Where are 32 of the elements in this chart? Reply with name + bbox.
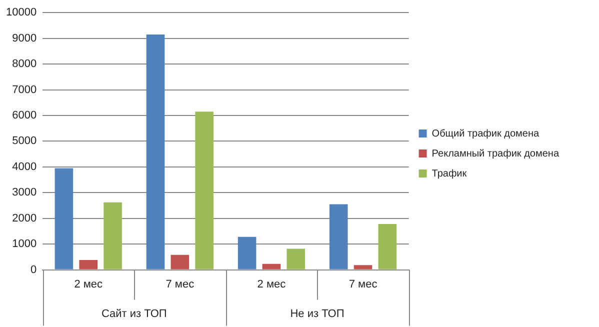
y-tick-label: 1000 <box>12 238 37 250</box>
y-tick-label: 3000 <box>12 186 37 199</box>
y-tick-label: 8000 <box>12 58 37 70</box>
y-tick-label: 9000 <box>12 32 37 44</box>
bar <box>170 254 190 270</box>
y-tick-label: 6000 <box>12 110 37 122</box>
y-tick-label: 10000 <box>6 6 37 19</box>
bar <box>54 168 74 270</box>
legend-label: Общий трафик домена <box>432 128 540 140</box>
x-tick-label: 7 мес <box>348 278 378 290</box>
text: Не из ТОП <box>290 308 344 320</box>
bar <box>238 236 256 270</box>
bar <box>378 224 397 270</box>
bar <box>354 265 372 270</box>
legend-label: Трафик <box>432 168 468 180</box>
bar <box>146 34 165 270</box>
text: Сайт из ТОП <box>101 308 167 320</box>
bar <box>329 204 348 270</box>
y-tick-label: 2000 <box>12 212 37 224</box>
bar <box>195 112 214 270</box>
bar <box>286 248 306 270</box>
y-tick-label: 7000 <box>12 84 37 96</box>
bar <box>104 202 122 270</box>
y-tick-label: 0 <box>30 264 37 276</box>
legend-label: Рекламный трафик домена <box>432 148 560 160</box>
x-tick-label: 2 мес <box>257 278 286 290</box>
x-tick-label: 7 мес <box>166 278 195 290</box>
bar <box>262 264 281 270</box>
bar <box>79 260 98 270</box>
y-tick-label: 5000 <box>12 135 37 148</box>
x-tick-label: 2 мес <box>74 278 104 290</box>
y-tick-label: 4000 <box>12 160 37 173</box>
